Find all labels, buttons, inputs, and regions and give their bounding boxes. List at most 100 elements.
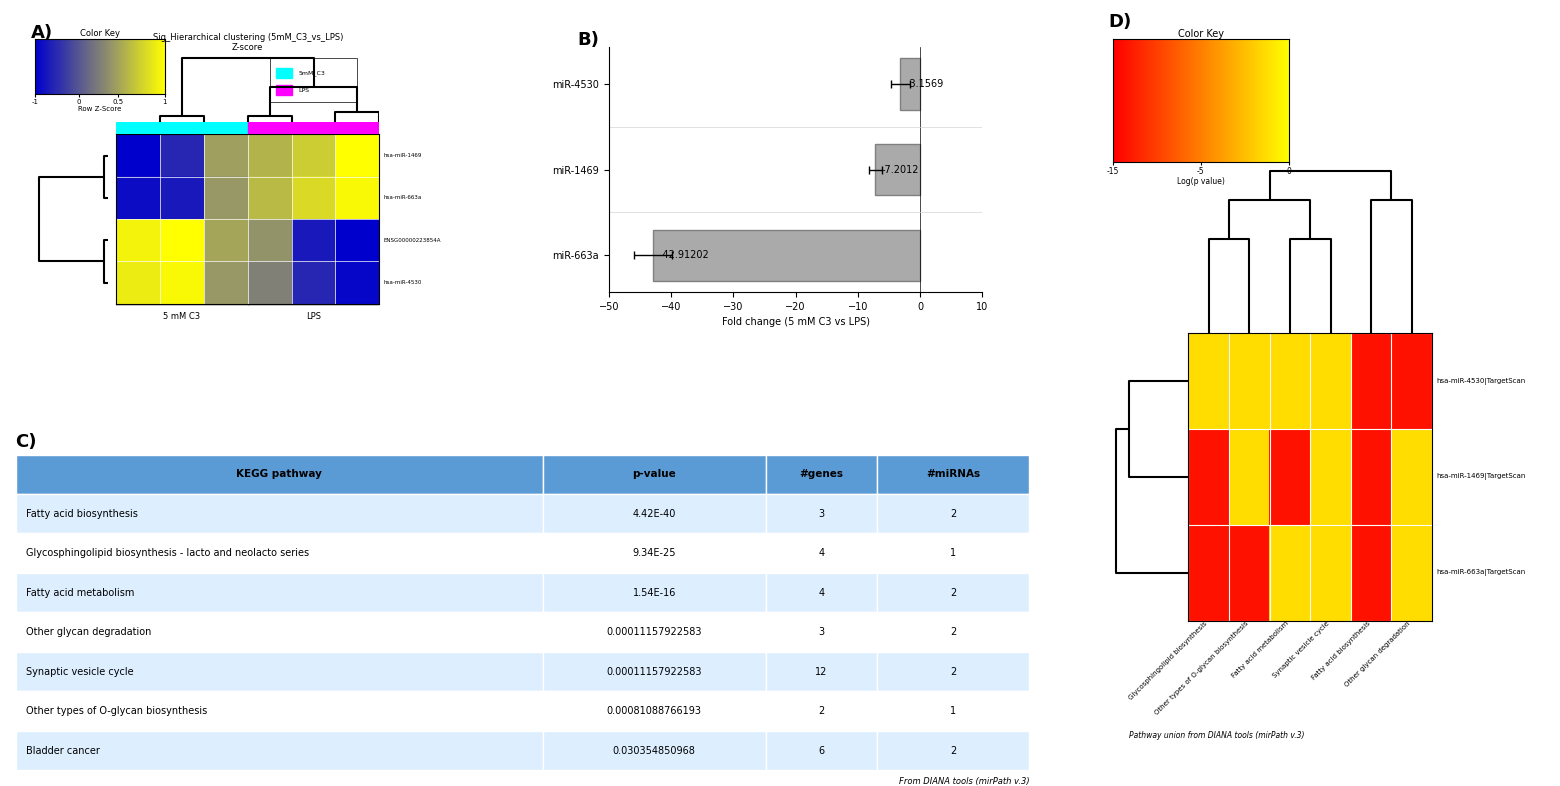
Text: 2: 2	[950, 746, 956, 755]
FancyBboxPatch shape	[543, 692, 766, 731]
Text: -3.1569: -3.1569	[906, 79, 944, 89]
Text: Glycosphingolipid biosynthesis - lacto and neolacto series: Glycosphingolipid biosynthesis - lacto a…	[27, 548, 309, 558]
Text: -7.2012: -7.2012	[881, 164, 919, 174]
FancyBboxPatch shape	[877, 573, 1030, 612]
Title: Color Key: Color Key	[1178, 28, 1225, 39]
FancyBboxPatch shape	[766, 652, 877, 692]
Text: hsa-miR-1469|TargetScan: hsa-miR-1469|TargetScan	[1437, 473, 1526, 480]
Bar	[335, 122, 379, 134]
FancyBboxPatch shape	[16, 573, 543, 612]
Text: Other types of O-glycan biosynthesis: Other types of O-glycan biosynthesis	[27, 706, 207, 716]
Text: B): B)	[577, 31, 599, 50]
FancyBboxPatch shape	[16, 652, 543, 692]
FancyBboxPatch shape	[877, 652, 1030, 692]
Title: Color Key: Color Key	[80, 29, 120, 39]
Text: 2: 2	[950, 588, 956, 597]
FancyBboxPatch shape	[543, 652, 766, 692]
Text: Pathway union from DIANA tools (mirPath v.3): Pathway union from DIANA tools (mirPath …	[1129, 731, 1306, 740]
Text: 1: 1	[950, 706, 956, 716]
FancyBboxPatch shape	[16, 612, 543, 652]
FancyBboxPatch shape	[543, 534, 766, 573]
FancyBboxPatch shape	[877, 534, 1030, 573]
Text: #miRNAs: #miRNAs	[927, 469, 980, 479]
Text: A): A)	[31, 24, 53, 42]
FancyBboxPatch shape	[543, 731, 766, 770]
Text: 4: 4	[819, 548, 824, 558]
Text: Other glycan degradation: Other glycan degradation	[27, 627, 151, 637]
FancyBboxPatch shape	[766, 692, 877, 731]
Text: LPS: LPS	[306, 312, 321, 321]
Text: hsa-miR-663a|TargetScan: hsa-miR-663a|TargetScan	[1437, 569, 1526, 576]
FancyBboxPatch shape	[766, 573, 877, 612]
Text: p-value: p-value	[632, 469, 675, 479]
Text: Fatty acid biosynthesis: Fatty acid biosynthesis	[27, 509, 137, 519]
FancyBboxPatch shape	[877, 454, 1030, 494]
Text: ENSG00000223854A: ENSG00000223854A	[384, 237, 441, 243]
Text: 0.00011157922583: 0.00011157922583	[607, 667, 702, 677]
Bar	[875, 144, 920, 196]
Bar	[276, 85, 292, 95]
FancyBboxPatch shape	[766, 534, 877, 573]
Bar	[204, 122, 248, 134]
Text: Other types of O-glycan biosynthesis: Other types of O-glycan biosynthesis	[1153, 621, 1250, 716]
Text: 2: 2	[950, 667, 956, 677]
Text: hsa-miR-4530: hsa-miR-4530	[384, 280, 423, 285]
Text: 3: 3	[819, 627, 824, 637]
Bar	[161, 122, 204, 134]
FancyBboxPatch shape	[766, 612, 877, 652]
Text: 4: 4	[819, 588, 824, 597]
FancyBboxPatch shape	[877, 494, 1030, 534]
Text: Bladder cancer: Bladder cancer	[27, 746, 100, 755]
Text: Fatty acid metabolism: Fatty acid metabolism	[1231, 621, 1290, 679]
FancyBboxPatch shape	[16, 494, 543, 534]
Text: 1: 1	[950, 548, 956, 558]
Text: 1.54E-16: 1.54E-16	[632, 588, 675, 597]
Text: 2: 2	[819, 706, 825, 716]
Text: LPS: LPS	[298, 88, 309, 93]
FancyBboxPatch shape	[543, 612, 766, 652]
Text: Glycosphingolipid biosynthesis: Glycosphingolipid biosynthesis	[1128, 621, 1209, 701]
FancyBboxPatch shape	[16, 454, 543, 494]
Text: From DIANA tools (mirPath v.3): From DIANA tools (mirPath v.3)	[899, 777, 1030, 785]
Text: 4.42E-40: 4.42E-40	[632, 509, 675, 519]
Bar	[292, 122, 335, 134]
FancyBboxPatch shape	[766, 454, 877, 494]
Text: hsa-miR-1469: hsa-miR-1469	[384, 153, 423, 158]
X-axis label: Fold change (5 mM C3 vs LPS): Fold change (5 mM C3 vs LPS)	[722, 318, 869, 328]
Text: 2: 2	[950, 627, 956, 637]
Text: Fatty acid biosynthesis: Fatty acid biosynthesis	[1310, 621, 1371, 681]
Text: KEGG pathway: KEGG pathway	[236, 469, 321, 479]
FancyBboxPatch shape	[16, 731, 543, 770]
FancyBboxPatch shape	[543, 454, 766, 494]
FancyBboxPatch shape	[877, 731, 1030, 770]
Text: 3: 3	[819, 509, 824, 519]
Text: 9.34E-25: 9.34E-25	[632, 548, 675, 558]
Bar	[276, 68, 292, 78]
Bar	[654, 230, 920, 281]
Text: -42.91202: -42.91202	[660, 250, 708, 260]
Text: 0.030354850968: 0.030354850968	[613, 746, 696, 755]
Text: D): D)	[1109, 13, 1131, 31]
Bar	[248, 122, 292, 134]
Bar	[900, 58, 920, 110]
Text: C): C)	[16, 432, 37, 450]
FancyBboxPatch shape	[766, 494, 877, 534]
Text: 12: 12	[816, 667, 828, 677]
FancyBboxPatch shape	[16, 692, 543, 731]
Text: 0.00081088766193: 0.00081088766193	[607, 706, 702, 716]
X-axis label: Log(p value): Log(p value)	[1176, 177, 1225, 186]
FancyBboxPatch shape	[877, 612, 1030, 652]
Text: 5 mM C3: 5 mM C3	[164, 312, 201, 321]
Bar	[115, 122, 161, 134]
FancyBboxPatch shape	[877, 692, 1030, 731]
Title: Sig_Hierarchical clustering (5mM_C3_vs_LPS)
Z-score: Sig_Hierarchical clustering (5mM_C3_vs_L…	[153, 33, 343, 52]
X-axis label: Row Z-Score: Row Z-Score	[78, 106, 122, 112]
Text: Other glycan degradation: Other glycan degradation	[1345, 621, 1412, 689]
Text: 6: 6	[819, 746, 824, 755]
Text: 5mM_C3: 5mM_C3	[298, 71, 324, 76]
Text: Synaptic vesicle cycle: Synaptic vesicle cycle	[1271, 621, 1331, 679]
Text: hsa-miR-663a: hsa-miR-663a	[384, 196, 423, 200]
Text: hsa-miR-4530|TargetScan: hsa-miR-4530|TargetScan	[1437, 378, 1526, 384]
Text: Fatty acid metabolism: Fatty acid metabolism	[27, 588, 134, 597]
FancyBboxPatch shape	[543, 573, 766, 612]
